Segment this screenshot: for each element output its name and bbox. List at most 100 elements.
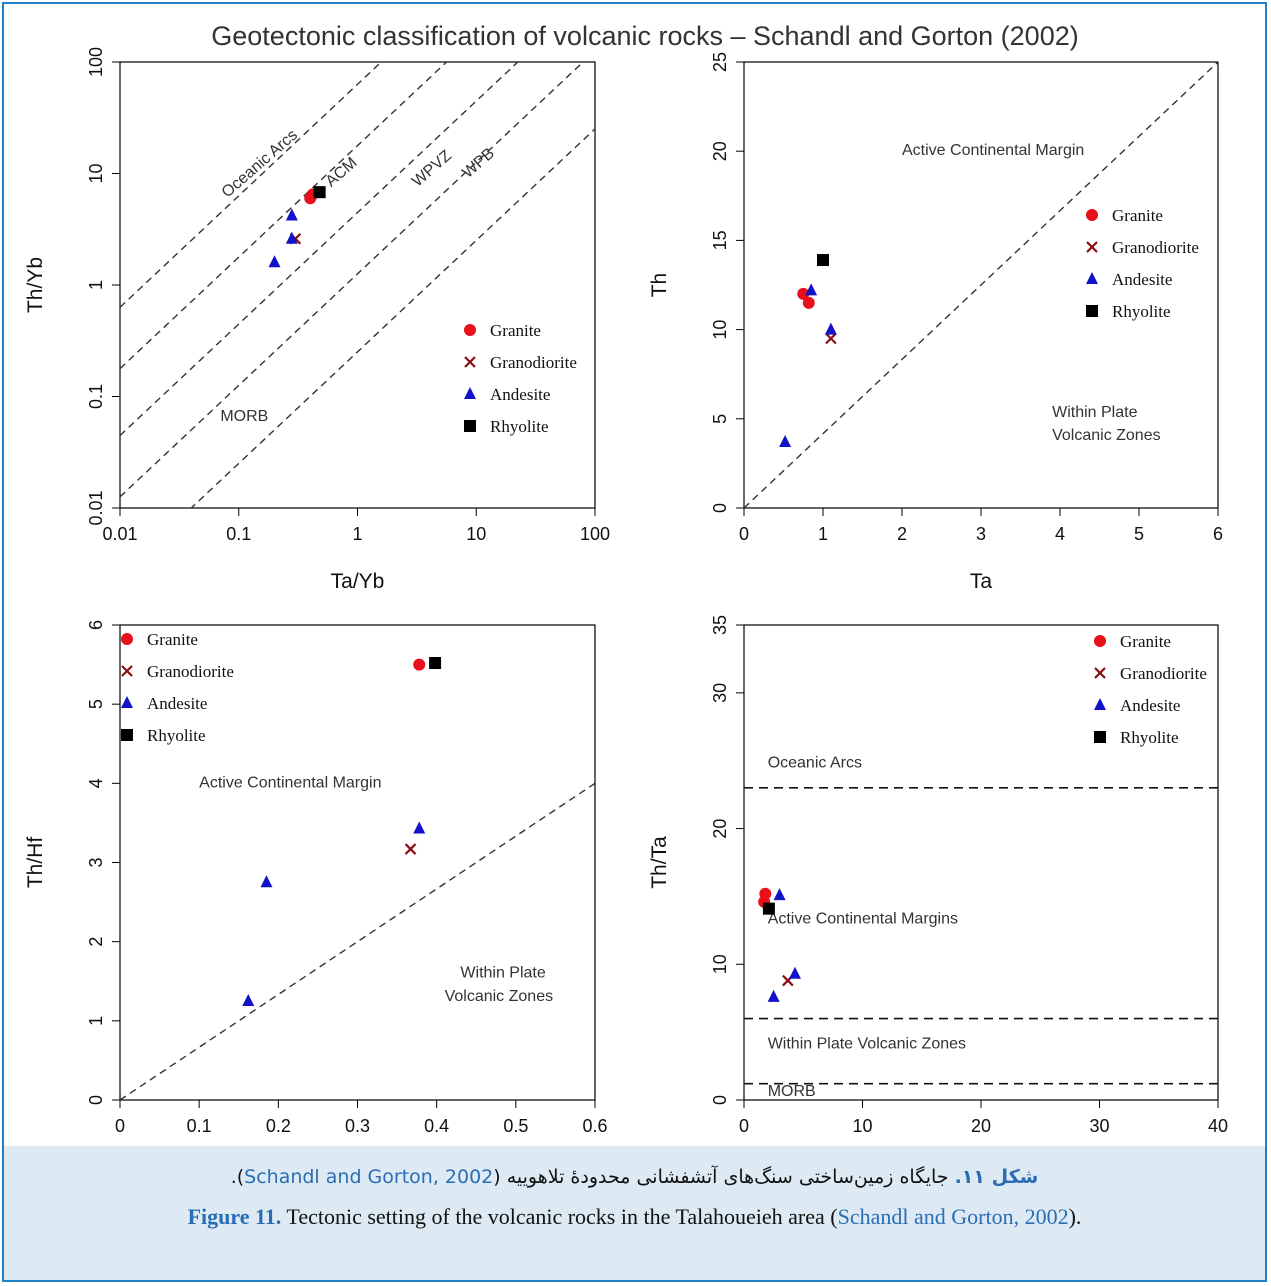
data-point-andesite bbox=[805, 283, 818, 296]
x-tick-label: 30 bbox=[1089, 1116, 1109, 1136]
boundary-line bbox=[120, 62, 519, 437]
region-label: MORB bbox=[768, 1083, 816, 1100]
legend-marker-granodiorite bbox=[464, 356, 476, 368]
data-point-granodiorite-stroke-b bbox=[404, 843, 417, 855]
y-tick-label: 6 bbox=[86, 620, 106, 630]
data-point-rhyolite bbox=[817, 254, 829, 267]
data-point-andesite bbox=[773, 888, 786, 901]
legend-3: Granite Granodiorite Andesite Rhyolite bbox=[121, 630, 234, 745]
legend-marker-rhyolite bbox=[464, 420, 476, 432]
y-tick-label: 5 bbox=[86, 699, 106, 709]
x-tick-label: 10 bbox=[852, 1116, 872, 1136]
chart-panel-1: 0.01 0.1 1 10 100 0.01 0.1 1 10 100 Ta/Yb Th/Yb Ocea… bbox=[24, 47, 610, 593]
y-tick-label: 100 bbox=[86, 47, 106, 77]
legend-label-granodiorite: Granodiorite bbox=[147, 662, 234, 681]
legend-marker-granite bbox=[1094, 635, 1106, 647]
y-tick-label: 25 bbox=[710, 52, 730, 72]
legend-marker-granite bbox=[1086, 209, 1098, 221]
y-tick-label: 30 bbox=[710, 683, 730, 703]
data-point-rhyolite bbox=[429, 657, 442, 669]
region-label: Within Plate bbox=[460, 964, 545, 981]
data-point-andesite bbox=[242, 994, 255, 1007]
region-label: Volcanic Zones bbox=[445, 988, 554, 1005]
region-label: Oceanic Arcs bbox=[768, 755, 862, 772]
y-tick-label: 0.1 bbox=[86, 384, 106, 409]
y-tick-label: 20 bbox=[710, 819, 730, 839]
legend-marker-granodiorite-stroke-b bbox=[1086, 241, 1098, 253]
legend-marker-granodiorite-stroke-b bbox=[121, 665, 133, 677]
x-axis-label: Ta/Yb bbox=[331, 570, 385, 593]
caption-english-ref[interactable]: Schandl and Gorton, 2002 bbox=[837, 1204, 1069, 1229]
legend-marker-rhyolite bbox=[121, 729, 133, 741]
x-tick-label: 100 bbox=[580, 524, 610, 544]
legend-marker-granodiorite bbox=[1086, 241, 1098, 253]
data-point-andesite bbox=[285, 208, 298, 221]
y-tick-label: 1 bbox=[86, 1016, 106, 1026]
x-tick-label: 5 bbox=[1134, 524, 1144, 544]
data-point-rhyolite bbox=[762, 902, 775, 915]
region-label: Active Continental Margin bbox=[199, 774, 381, 791]
x-tick-label: 40 bbox=[1208, 1116, 1228, 1136]
data-point-andesite bbox=[285, 231, 298, 244]
y-tick-label: 0 bbox=[86, 1095, 106, 1105]
y-tick-label: 10 bbox=[86, 163, 106, 183]
data-point-andesite bbox=[260, 875, 273, 888]
legend-4: Granite Granodiorite Andesite Rhyolite bbox=[1094, 632, 1207, 747]
legend-marker-andesite bbox=[1086, 272, 1098, 284]
y-tick-label: 0 bbox=[710, 1095, 730, 1105]
y-tick-label: 20 bbox=[710, 141, 730, 161]
chart-panel-2: 0 1 2 3 4 5 6 0 5 10 15 20 25 Ta Th Active Continental … bbox=[648, 52, 1223, 593]
x-tick-label: 2 bbox=[897, 524, 907, 544]
x-tick-label: 6 bbox=[1213, 524, 1223, 544]
boundary-line bbox=[744, 62, 1218, 508]
y-tick-label: 3 bbox=[86, 857, 106, 867]
legend-marker-granodiorite-stroke-b bbox=[464, 356, 476, 368]
legend-marker-rhyolite bbox=[1086, 305, 1098, 317]
boundary-line bbox=[120, 62, 585, 498]
region-label: Within Plate bbox=[1052, 404, 1137, 421]
x-tick-label: 0.01 bbox=[102, 524, 137, 544]
y-tick-label: 10 bbox=[710, 954, 730, 974]
data-point-andesite bbox=[824, 322, 837, 335]
y-tick-label: 0 bbox=[710, 503, 730, 513]
caption-persian: شکل ۱۱. جایگاه زمین‌ساختی سنگ‌های آتشفشا… bbox=[4, 1166, 1265, 1188]
y-tick-label: 0.01 bbox=[86, 490, 106, 525]
data-point-granite bbox=[797, 287, 810, 300]
region-label: WPB bbox=[459, 145, 498, 182]
chart-panel-3: 00.10.20.30.40.50.60123456Ta/HfTh/HfActi… bbox=[24, 620, 608, 1136]
region-label: Active Continental Margins bbox=[768, 911, 958, 928]
legend-marker-andesite bbox=[464, 387, 476, 399]
x-tick-label: 3 bbox=[976, 524, 986, 544]
legend-label-granodiorite: Granodiorite bbox=[1112, 238, 1199, 257]
data-point-granodiorite bbox=[825, 332, 837, 345]
x-tick-label: 0.4 bbox=[424, 1116, 449, 1136]
caption-english-end: ). bbox=[1068, 1204, 1082, 1229]
figure-canvas: Geotectonic classification of volcanic r… bbox=[24, 21, 1228, 1136]
y-tick-label: 15 bbox=[710, 230, 730, 250]
y-axis-label: Th/Hf bbox=[24, 837, 47, 889]
x-tick-label: 0 bbox=[739, 524, 749, 544]
region-label: WPVZ bbox=[409, 147, 455, 190]
boundary-line bbox=[190, 128, 595, 508]
boundary-line bbox=[120, 62, 448, 370]
caption-persian-label: شکل ۱۱. bbox=[954, 1166, 1039, 1188]
legend-label-andesite: Andesite bbox=[490, 385, 550, 404]
y-tick-label: 5 bbox=[710, 414, 730, 424]
legend-label-andesite: Andesite bbox=[1120, 696, 1180, 715]
data-point-andesite bbox=[268, 255, 281, 268]
y-axis-label: Th bbox=[648, 273, 671, 298]
legend-label-granite: Granite bbox=[1112, 206, 1163, 225]
region-label: Oceanic Arcs bbox=[219, 127, 301, 202]
y-tick-label: 10 bbox=[710, 320, 730, 340]
legend-marker-granite bbox=[464, 324, 476, 336]
legend-marker-granite bbox=[121, 633, 133, 645]
data-point-andesite bbox=[767, 989, 780, 1002]
x-tick-label: 20 bbox=[971, 1116, 991, 1136]
legend-1: Granite Granodiorite Andesite Rhyolite bbox=[464, 321, 577, 436]
x-tick-label: 0.3 bbox=[345, 1116, 370, 1136]
caption-persian-ref[interactable]: Schandl and Gorton, 2002 bbox=[244, 1166, 494, 1188]
y-axis-label: Th/Yb bbox=[24, 257, 47, 313]
